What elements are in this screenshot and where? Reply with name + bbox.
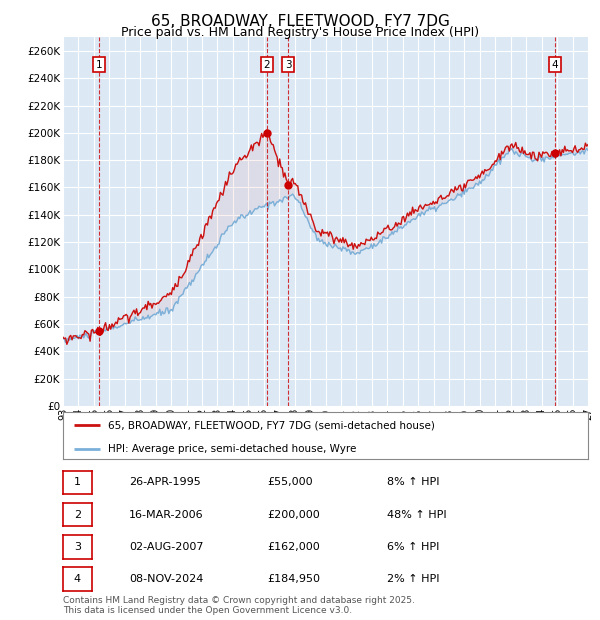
Text: 1: 1: [95, 60, 102, 70]
Text: 3: 3: [285, 60, 292, 70]
Text: Contains HM Land Registry data © Crown copyright and database right 2025.
This d: Contains HM Land Registry data © Crown c…: [63, 596, 415, 615]
Text: 08-NOV-2024: 08-NOV-2024: [129, 574, 203, 584]
Text: 6% ↑ HPI: 6% ↑ HPI: [387, 542, 439, 552]
Text: £55,000: £55,000: [267, 477, 313, 487]
Text: 26-APR-1995: 26-APR-1995: [129, 477, 201, 487]
Text: £200,000: £200,000: [267, 510, 320, 520]
Text: 2: 2: [74, 510, 81, 520]
Text: 65, BROADWAY, FLEETWOOD, FY7 7DG (semi-detached house): 65, BROADWAY, FLEETWOOD, FY7 7DG (semi-d…: [107, 420, 434, 430]
Text: 4: 4: [551, 60, 558, 70]
Text: 16-MAR-2006: 16-MAR-2006: [129, 510, 203, 520]
Text: 4: 4: [74, 574, 81, 584]
Text: £184,950: £184,950: [267, 574, 320, 584]
Text: 1: 1: [74, 477, 81, 487]
Text: 2: 2: [263, 60, 270, 70]
Text: 8% ↑ HPI: 8% ↑ HPI: [387, 477, 439, 487]
Text: Price paid vs. HM Land Registry's House Price Index (HPI): Price paid vs. HM Land Registry's House …: [121, 26, 479, 39]
Text: HPI: Average price, semi-detached house, Wyre: HPI: Average price, semi-detached house,…: [107, 443, 356, 454]
Text: 48% ↑ HPI: 48% ↑ HPI: [387, 510, 446, 520]
Text: 2% ↑ HPI: 2% ↑ HPI: [387, 574, 439, 584]
Text: 65, BROADWAY, FLEETWOOD, FY7 7DG: 65, BROADWAY, FLEETWOOD, FY7 7DG: [151, 14, 449, 29]
Text: £162,000: £162,000: [267, 542, 320, 552]
Text: 02-AUG-2007: 02-AUG-2007: [129, 542, 203, 552]
Text: 3: 3: [74, 542, 81, 552]
